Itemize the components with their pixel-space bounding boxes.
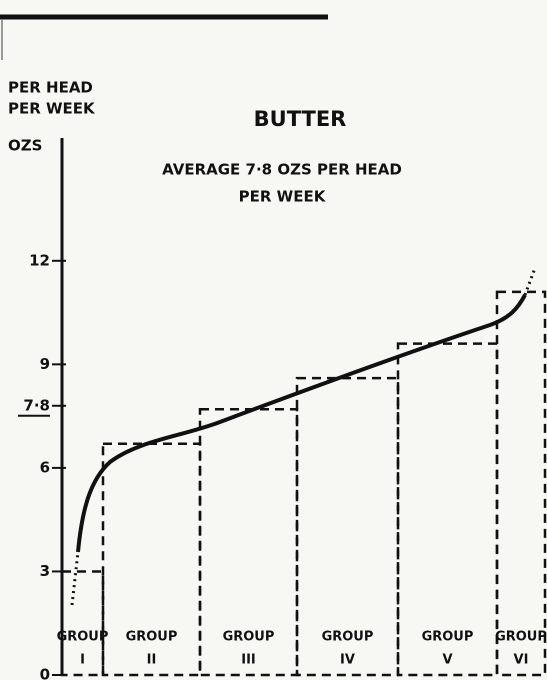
x-tick-label: III xyxy=(241,653,256,668)
y-unit: OZS xyxy=(8,137,42,155)
x-tick-label: VI xyxy=(514,653,529,668)
x-tick-label: II xyxy=(147,653,157,668)
x-tick-label: GROUP xyxy=(223,630,275,645)
curve-extension xyxy=(70,551,80,606)
y-label-line: PER WEEK xyxy=(8,100,96,118)
x-tick-label: IV xyxy=(340,653,355,668)
y-label-line: PER HEAD xyxy=(8,79,93,97)
y-tick-label: 9 xyxy=(40,355,50,373)
y-tick-label: 12 xyxy=(29,251,50,269)
x-tick-label: GROUP xyxy=(495,630,547,645)
chart-title: BUTTER xyxy=(254,107,347,131)
annotation: AVERAGE 7·8 OZS PER HEAD xyxy=(162,161,402,179)
x-tick-label: GROUP xyxy=(322,630,374,645)
x-tick-label: I xyxy=(80,653,85,668)
bar xyxy=(295,376,400,677)
x-tick-label: GROUP xyxy=(422,630,474,645)
bar xyxy=(60,570,105,677)
y-tick-label: 7·8 xyxy=(23,396,50,414)
y-tick-label: 0 xyxy=(40,666,50,680)
x-tick-label: GROUP xyxy=(126,630,178,645)
bar xyxy=(495,290,547,677)
bar xyxy=(396,342,499,677)
curve xyxy=(76,294,527,553)
annotation: PER WEEK xyxy=(239,188,327,206)
y-tick-label: 3 xyxy=(40,562,50,580)
x-tick-label: GROUP xyxy=(57,630,109,645)
x-tick-label: V xyxy=(442,653,452,668)
y-tick-label: 6 xyxy=(40,458,50,476)
